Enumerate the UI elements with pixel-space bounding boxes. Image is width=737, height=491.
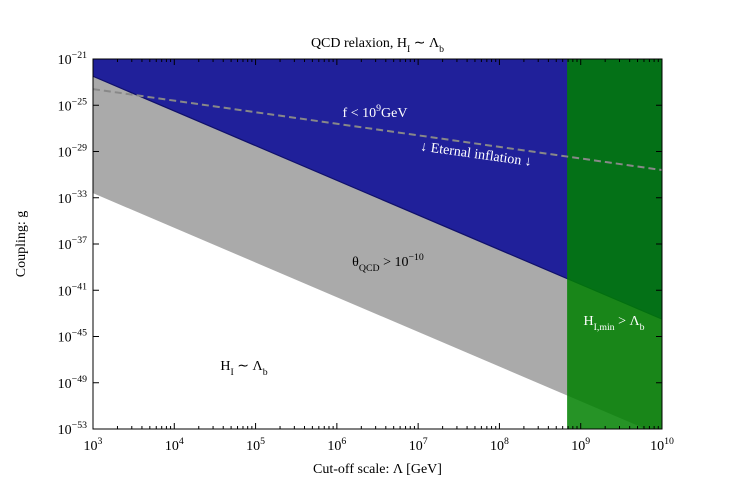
text-piece: 10 <box>409 439 423 454</box>
text-piece: 6 <box>341 436 346 447</box>
text-piece: −45 <box>72 327 87 338</box>
text-piece: QCD relaxion, H <box>311 36 407 51</box>
annotation: HI,min > Λb <box>583 314 644 333</box>
annotation: f < 109GeV <box>343 103 408 121</box>
text-piece: 7 <box>423 436 428 447</box>
text-piece: b <box>263 367 268 378</box>
y-tick-label: 10−45 <box>58 327 87 345</box>
text-piece: I,min <box>594 322 615 333</box>
text-piece: 10 <box>58 99 72 114</box>
x-tick-label: 109 <box>571 436 590 454</box>
x-tick-label: 107 <box>409 436 428 454</box>
text-piece: 10 <box>165 439 179 454</box>
text-piece: b <box>439 44 444 55</box>
text-piece: −25 <box>72 96 87 107</box>
chart-title: QCD relaxion, HI ∼ Λb <box>311 36 444 55</box>
text-piece: 10 <box>327 439 341 454</box>
overlay: 103 104 105 106 107 108 109 101010−2110−2510−29… <box>14 36 674 477</box>
text-piece: 10 <box>58 146 72 161</box>
text-piece: ∼ Λ <box>410 36 440 51</box>
text-piece: ∼ Λ <box>234 359 264 374</box>
text-piece: −37 <box>72 235 87 246</box>
text-piece: θ <box>352 255 359 270</box>
y-tick-label: 10−21 <box>58 50 87 68</box>
text-piece: H <box>583 314 593 329</box>
x-tick-label: 108 <box>490 436 509 454</box>
text-piece: −21 <box>72 50 87 61</box>
text-piece: −41 <box>72 281 87 292</box>
text-piece: 8 <box>504 436 509 447</box>
text-piece: −33 <box>72 189 87 200</box>
text-piece: 10 <box>58 377 72 392</box>
text-piece: 10 <box>58 284 72 299</box>
text-piece: 3 <box>98 436 103 447</box>
x-tick-label: 106 <box>327 436 346 454</box>
x-tick-label: 103 <box>84 436 103 454</box>
text-piece: 10 <box>664 436 674 447</box>
text-piece: −49 <box>72 374 87 385</box>
text-piece: > Λ <box>615 314 641 329</box>
text-piece: 10 <box>84 439 98 454</box>
text-piece: −10 <box>408 252 423 263</box>
text-piece: 9 <box>376 103 381 114</box>
text-piece: 10 <box>58 331 72 346</box>
text-piece: 4 <box>179 436 184 447</box>
text-piece: H <box>220 359 230 374</box>
y-tick-label: 10−41 <box>58 281 87 299</box>
text-piece: −53 <box>72 420 87 431</box>
text-piece: 10 <box>58 238 72 253</box>
text-piece: 10 <box>58 192 72 207</box>
x-tick-label: 105 <box>246 436 265 454</box>
text-piece: b <box>640 322 645 333</box>
region <box>567 59 662 429</box>
text-piece: 5 <box>260 436 265 447</box>
text-piece: 9 <box>585 436 590 447</box>
text-piece: 10 <box>246 439 260 454</box>
text-piece: 10 <box>58 423 72 438</box>
annotation: θQCD > 10−10 <box>352 252 424 274</box>
text-piece: 10 <box>571 439 585 454</box>
text-piece: I <box>231 367 234 378</box>
x-axis-label: Cut-off scale: Λ [GeV] <box>313 462 442 477</box>
text-piece: −29 <box>72 142 87 153</box>
y-tick-label: 10−33 <box>58 189 87 207</box>
y-tick-label: 10−25 <box>58 96 87 114</box>
y-tick-label: 10−53 <box>58 420 87 438</box>
y-axis-label: Coupling: g <box>14 211 29 278</box>
text-piece: I <box>407 44 410 55</box>
text-piece: 10 <box>650 439 664 454</box>
line <box>93 88 662 172</box>
x-tick-label: 1010 <box>650 436 674 454</box>
y-tick-label: 10−37 <box>58 235 87 253</box>
text-piece: f < 10 <box>343 106 377 121</box>
y-tick-label: 10−49 <box>58 374 87 392</box>
annotation: HI ∼ Λb <box>220 359 267 378</box>
y-tick-label: 10−29 <box>58 142 87 160</box>
text-piece: > 10 <box>380 255 409 270</box>
text-piece: 10 <box>490 439 504 454</box>
text-piece: 10 <box>58 53 72 68</box>
text-piece: GeV <box>381 106 407 121</box>
x-tick-label: 104 <box>165 436 184 454</box>
text-piece: QCD <box>359 263 380 274</box>
plot-area <box>93 59 662 429</box>
region <box>93 59 662 320</box>
